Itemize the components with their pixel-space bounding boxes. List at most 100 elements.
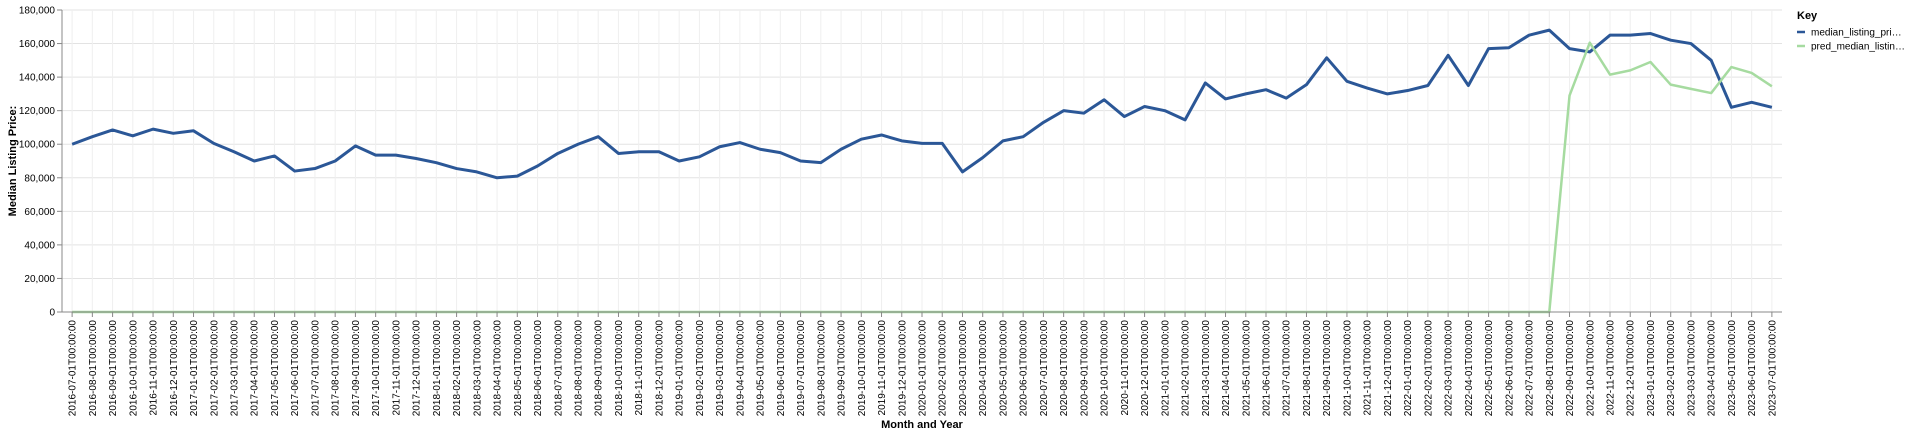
y-tick-label: 160,000 <box>19 39 56 50</box>
x-tick-label: 2017-07-01T00:00:00 <box>310 320 321 417</box>
x-tick-label: 2019-07-01T00:00:00 <box>796 320 807 417</box>
legend: Key median_listing_pri… pred_median_list… <box>1797 10 1905 53</box>
y-tick-label: 180,000 <box>19 6 56 17</box>
x-tick-label: 2021-06-01T00:00:00 <box>1262 320 1273 417</box>
x-tick-label: 2022-11-01T00:00:00 <box>1606 320 1617 416</box>
x-tick-label: 2017-01-01T00:00:00 <box>189 320 200 417</box>
x-tick-label: 2017-03-01T00:00:00 <box>230 320 241 417</box>
x-tick-label: 2021-03-01T00:00:00 <box>1201 320 1212 417</box>
x-tick-label: 2018-06-01T00:00:00 <box>533 320 544 417</box>
x-tick-label: 2018-03-01T00:00:00 <box>472 320 483 417</box>
x-tick-label: 2018-09-01T00:00:00 <box>594 320 605 417</box>
x-tick-label: 2017-08-01T00:00:00 <box>331 320 342 417</box>
x-tick-label: 2020-03-01T00:00:00 <box>958 320 969 417</box>
x-tick-label: 2023-03-01T00:00:00 <box>1686 320 1697 417</box>
x-tick-label: 2022-12-01T00:00:00 <box>1626 320 1637 417</box>
x-tick-label: 2018-10-01T00:00:00 <box>614 320 625 417</box>
x-tick-label: 2022-02-01T00:00:00 <box>1423 320 1434 417</box>
x-tick-label: 2017-11-01T00:00:00 <box>391 320 402 416</box>
x-tick-label: 2016-09-01T00:00:00 <box>108 320 119 417</box>
x-tick-label: 2021-07-01T00:00:00 <box>1282 320 1293 417</box>
y-tick-label: 20,000 <box>24 274 55 285</box>
x-tick-label: 2017-04-01T00:00:00 <box>250 320 261 417</box>
x-tick-label: 2022-06-01T00:00:00 <box>1504 320 1515 417</box>
x-tick-label: 2016-07-01T00:00:00 <box>68 320 79 417</box>
x-tick-label: 2020-02-01T00:00:00 <box>938 320 949 417</box>
x-tick-label: 2022-05-01T00:00:00 <box>1484 320 1495 417</box>
x-tick-label: 2019-03-01T00:00:00 <box>715 320 726 417</box>
x-tick-label: 2016-10-01T00:00:00 <box>128 320 139 417</box>
x-tick-labels: 2016-07-01T00:00:00 2016-08-01T00:00:00 20… <box>68 312 1778 417</box>
x-tick-label: 2023-02-01T00:00:00 <box>1666 320 1677 417</box>
x-tick-label: 2022-10-01T00:00:00 <box>1585 320 1596 417</box>
x-tick-label: 2020-07-01T00:00:00 <box>1039 320 1050 417</box>
x-tick-label: 2017-09-01T00:00:00 <box>351 320 362 417</box>
x-tick-label: 2018-04-01T00:00:00 <box>493 320 504 417</box>
x-tick-label: 2016-12-01T00:00:00 <box>169 320 180 417</box>
x-tick-label: 2022-03-01T00:00:00 <box>1444 320 1455 417</box>
x-tick-label: 2020-04-01T00:00:00 <box>978 320 989 417</box>
y-tick-label: 60,000 <box>24 207 55 218</box>
x-tick-label: 2019-02-01T00:00:00 <box>695 320 706 417</box>
x-tick-label: 2021-04-01T00:00:00 <box>1221 320 1232 417</box>
x-tick-label: 2018-12-01T00:00:00 <box>654 320 665 417</box>
x-tick-label: 2017-12-01T00:00:00 <box>412 320 423 417</box>
x-tick-label: 2022-07-01T00:00:00 <box>1525 320 1536 417</box>
x-tick-label: 2016-11-01T00:00:00 <box>149 320 160 416</box>
gridlines <box>62 9 1782 313</box>
x-tick-label: 2019-12-01T00:00:00 <box>897 320 908 417</box>
x-tick-label: 2021-01-01T00:00:00 <box>1160 320 1171 417</box>
x-tick-label: 2020-01-01T00:00:00 <box>918 320 929 417</box>
y-tick-label: 80,000 <box>24 173 55 184</box>
x-tick-label: 2020-05-01T00:00:00 <box>998 320 1009 417</box>
y-tick-label: 140,000 <box>19 73 56 84</box>
x-tick-label: 2021-11-01T00:00:00 <box>1363 320 1374 416</box>
x-tick-label: 2020-09-01T00:00:00 <box>1079 320 1090 417</box>
x-tick-label: 2020-11-01T00:00:00 <box>1120 320 1131 416</box>
x-tick-label: 2020-10-01T00:00:00 <box>1100 320 1111 417</box>
x-tick-label: 2020-12-01T00:00:00 <box>1140 320 1151 417</box>
x-tick-label: 2017-06-01T00:00:00 <box>290 320 301 417</box>
y-tick-label: 100,000 <box>19 140 56 151</box>
y-axis-title: Median Listing Price: <box>7 106 19 217</box>
x-tick-label: 2023-01-01T00:00:00 <box>1646 320 1657 417</box>
x-tick-label: 2023-06-01T00:00:00 <box>1747 320 1758 417</box>
x-tick-label: 2018-02-01T00:00:00 <box>452 320 463 417</box>
x-tick-label: 2019-09-01T00:00:00 <box>837 320 848 417</box>
x-tick-label: 2018-01-01T00:00:00 <box>432 320 443 417</box>
x-tick-label: 2021-02-01T00:00:00 <box>1181 320 1192 417</box>
y-tick-label: 40,000 <box>24 240 55 251</box>
x-tick-label: 2021-08-01T00:00:00 <box>1302 320 1313 417</box>
legend-label-pred: pred_median_listin… <box>1811 42 1905 53</box>
x-tick-label: 2019-11-01T00:00:00 <box>877 320 888 416</box>
x-tick-label: 2019-06-01T00:00:00 <box>776 320 787 417</box>
x-tick-label: 2019-08-01T00:00:00 <box>816 320 827 417</box>
x-tick-label: 2021-09-01T00:00:00 <box>1322 320 1333 417</box>
x-tick-label: 2020-06-01T00:00:00 <box>1019 320 1030 417</box>
x-tick-label: 2019-05-01T00:00:00 <box>756 320 767 417</box>
x-tick-label: 2021-05-01T00:00:00 <box>1241 320 1252 417</box>
x-tick-label: 2018-11-01T00:00:00 <box>634 320 645 416</box>
x-tick-label: 2022-04-01T00:00:00 <box>1464 320 1475 417</box>
x-axis-title: Month and Year <box>881 419 963 431</box>
x-tick-label: 2018-07-01T00:00:00 <box>553 320 564 417</box>
legend-title: Key <box>1797 10 1818 22</box>
x-tick-label: 2020-08-01T00:00:00 <box>1059 320 1070 417</box>
x-tick-label: 2019-01-01T00:00:00 <box>675 320 686 417</box>
legend-label-median: median_listing_pri… <box>1811 28 1902 39</box>
x-tick-label: 2018-08-01T00:00:00 <box>574 320 585 417</box>
y-tick-labels: 0 20,000 40,000 60,000 80,000 100,000 120,000 1… <box>19 6 62 319</box>
x-tick-label: 2021-10-01T00:00:00 <box>1342 320 1353 417</box>
x-tick-label: 2022-01-01T00:00:00 <box>1403 320 1414 417</box>
x-tick-label: 2019-04-01T00:00:00 <box>735 320 746 417</box>
x-tick-label: 2016-08-01T00:00:00 <box>88 320 99 417</box>
y-tick-label: 0 <box>49 308 55 319</box>
x-tick-label: 2023-04-01T00:00:00 <box>1707 320 1718 417</box>
x-tick-label: 2018-05-01T00:00:00 <box>513 320 524 417</box>
y-tick-label: 120,000 <box>19 106 56 117</box>
x-tick-label: 2022-09-01T00:00:00 <box>1565 320 1576 417</box>
series-line-0 <box>71 28 1773 180</box>
x-tick-label: 2023-05-01T00:00:00 <box>1727 320 1738 417</box>
